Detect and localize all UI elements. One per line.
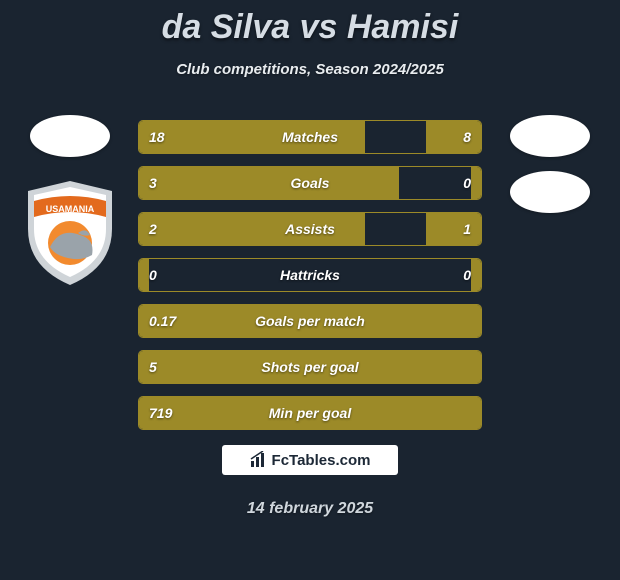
shield-icon: USAMANIA xyxy=(20,177,120,287)
chart-icon xyxy=(250,451,268,469)
stat-label: Goals per match xyxy=(139,305,481,337)
stat-label: Assists xyxy=(139,213,481,245)
player1-photo-placeholder xyxy=(30,115,110,157)
stat-row: 2Assists1 xyxy=(138,212,482,246)
player2-club-placeholder xyxy=(510,171,590,213)
stat-row: 0Hattricks0 xyxy=(138,258,482,292)
branding-badge[interactable]: FcTables.com xyxy=(222,445,398,475)
player2-column xyxy=(500,115,600,213)
stat-label: Min per goal xyxy=(139,397,481,429)
stat-label: Hattricks xyxy=(139,259,481,291)
player1-club-badge: USAMANIA xyxy=(20,177,120,287)
stat-label: Goals xyxy=(139,167,481,199)
player2-photo-placeholder xyxy=(510,115,590,157)
player1-column: USAMANIA xyxy=(20,115,120,287)
date-label: 14 february 2025 xyxy=(0,500,620,518)
stat-row: 0.17Goals per match xyxy=(138,304,482,338)
stat-label: Shots per goal xyxy=(139,351,481,383)
stat-value-right: 0 xyxy=(463,259,471,291)
page-title: da Silva vs Hamisi xyxy=(0,0,620,47)
svg-text:USAMANIA: USAMANIA xyxy=(46,204,95,214)
stat-value-right: 1 xyxy=(463,213,471,245)
stat-row: 3Goals0 xyxy=(138,166,482,200)
stat-row: 18Matches8 xyxy=(138,120,482,154)
stat-value-right: 0 xyxy=(463,167,471,199)
stat-row: 719Min per goal xyxy=(138,396,482,430)
stat-value-right: 8 xyxy=(463,121,471,153)
stats-chart: 18Matches83Goals02Assists10Hattricks00.1… xyxy=(138,120,482,442)
stat-row: 5Shots per goal xyxy=(138,350,482,384)
page-subtitle: Club competitions, Season 2024/2025 xyxy=(0,61,620,78)
branding-text: FcTables.com xyxy=(272,452,371,469)
stat-label: Matches xyxy=(139,121,481,153)
